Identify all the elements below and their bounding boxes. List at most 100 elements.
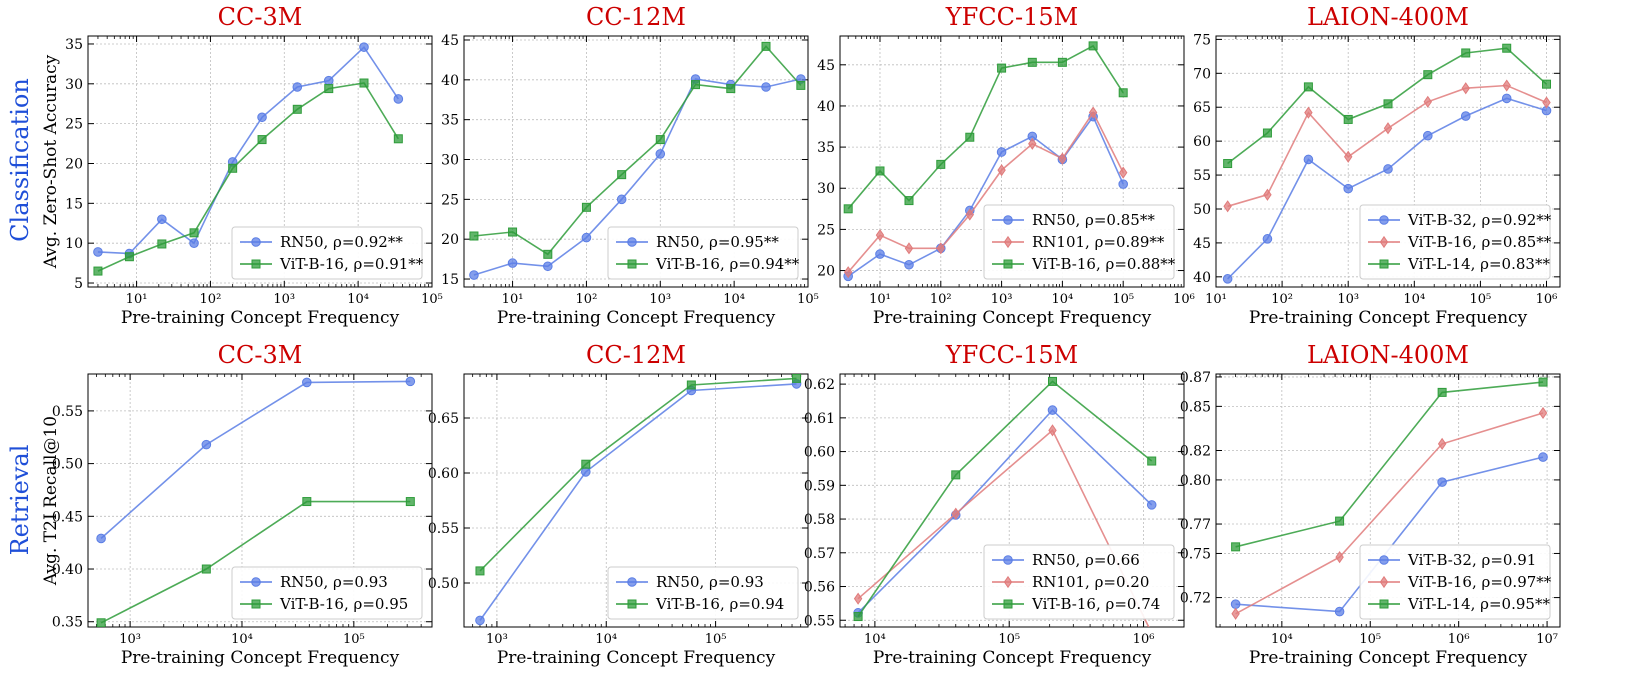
x-tick-label: 10¹ (1205, 292, 1227, 307)
legend: RN50, ρ=0.85** RN101, ρ=0.89** ViT-B-16, ρ… (983, 204, 1176, 280)
legend-label: ViT-B-32, ρ=0.92** (1407, 211, 1552, 229)
y-tick-label: 55 (1193, 168, 1211, 184)
chart-title: CC-12M (586, 341, 686, 369)
data-point (1501, 93, 1512, 104)
x-tick-label: 10⁴ (1403, 292, 1425, 307)
data-point (655, 135, 665, 145)
series-line (857, 429, 1150, 627)
data-point (323, 75, 334, 86)
y-tick-label: 30 (817, 181, 835, 197)
chart-panels: CC-3M 10¹ 10² 10³ 10⁴ 10⁵ 5 10 15 20 25 30 35 Pre-tra… (41, 3, 1561, 668)
data-point (792, 374, 802, 383)
data-point (1437, 437, 1447, 450)
ticks (464, 36, 809, 287)
plot-frame (839, 373, 1185, 628)
legend-box (983, 544, 1175, 620)
y-tick-label: 15 (65, 196, 83, 212)
legend: RN50, ρ=0.92** ViT-B-16, ρ=0.91** (231, 226, 424, 280)
data-point (726, 84, 736, 94)
chart-title: YFCC-15M (945, 3, 1078, 31)
data-point (157, 214, 167, 225)
data-point (1502, 43, 1512, 53)
data-point (1304, 106, 1313, 119)
data-point (1118, 179, 1128, 189)
data-point (936, 159, 946, 169)
legend-box (231, 226, 423, 280)
data-point (1057, 57, 1067, 67)
legend: RN50, ρ=0.66 RN101, ρ=0.20 ViT-B-16, ρ=0.7… (983, 544, 1175, 620)
data-point (686, 380, 696, 390)
legend-label: ViT-B-16, ρ=0.97** (1407, 573, 1552, 591)
y-tick-label: 0.40 (52, 562, 83, 578)
chart-title: CC-3M (218, 341, 303, 369)
chart-panel-cls-laion400m: LAION-400M 10¹ 10² 10³ 10⁴ 10⁵ 10⁶ 40 45 50 55 60 65… (1193, 3, 1561, 328)
ticks (464, 374, 808, 627)
x-tick-label: 10⁴ (1271, 632, 1293, 647)
data-point (201, 564, 211, 574)
plot-frame (87, 35, 433, 288)
data-point (965, 132, 975, 142)
data-point (475, 615, 485, 626)
legend-marker (251, 237, 261, 247)
y-tick-label: 70 (1193, 66, 1211, 82)
y-tick-label: 35 (65, 37, 83, 53)
x-tick-label: 10⁵ (1359, 632, 1381, 647)
chart-panel-ret-yfcc15m: YFCC-15M 10⁴ 10⁵ 10⁶ 0.55 0.56 0.57 0.58 0.59 0.6… (804, 341, 1185, 668)
legend-box (607, 566, 799, 620)
data-point (469, 270, 479, 280)
y-tick-label: 30 (441, 153, 459, 169)
x-tick-label: 10² (576, 292, 598, 307)
x-tick-label: 10⁵ (998, 632, 1020, 647)
data-point (96, 618, 106, 627)
y-tick-label: 60 (1193, 134, 1211, 150)
data-point (543, 261, 553, 272)
y-tick-label: 0.85 (1180, 399, 1211, 415)
y-tick-label: 40 (441, 73, 459, 89)
data-point (1088, 106, 1098, 119)
data-point (359, 78, 369, 88)
legend: RN50, ρ=0.93 ViT-B-16, ρ=0.94 (607, 566, 799, 620)
x-tick-label: 10⁶ (1448, 632, 1470, 647)
y-tick-label: 0.72 (1180, 591, 1211, 607)
chart-panel-ret-cc12m: CC-12M 10³ 10⁴ 10⁵ 0.50 0.55 0.60 0.65 Pre-train… (428, 341, 809, 668)
ticks (1215, 36, 1560, 287)
y-tick-label: 0.55 (428, 521, 459, 537)
y-tick-label: 0.87 (1180, 370, 1211, 386)
data-point (853, 592, 863, 605)
legend-marker (1003, 235, 1013, 249)
x-tick-label: 10¹ (126, 292, 148, 307)
data-point (201, 439, 212, 450)
legend-label: ViT-B-16, ρ=0.94** (655, 255, 800, 273)
series-line (100, 500, 411, 624)
series-line (97, 45, 399, 255)
legend-label: ViT-B-16, ρ=0.85** (1407, 233, 1552, 251)
legend-label: RN101, ρ=0.20 (1032, 573, 1149, 591)
data-point (1230, 599, 1241, 610)
data-point (1437, 387, 1447, 397)
x-tick-label: 10³ (273, 292, 295, 307)
x-tick-label: 10⁵ (705, 632, 727, 647)
x-tick-label: 10⁷ (1536, 632, 1558, 647)
data-point (1028, 137, 1037, 150)
legend-label: ViT-B-32, ρ=0.91 (1407, 551, 1536, 569)
data-point (405, 497, 415, 507)
data-point (580, 467, 591, 477)
legend-marker (1379, 259, 1389, 269)
data-point (1262, 234, 1273, 244)
data-point (951, 470, 961, 480)
series-group (843, 41, 1128, 282)
legend-label: RN50, ρ=0.85** (1032, 211, 1155, 229)
chart-panel-ret-cc3m: CC-3M 10³ 10⁴ 10⁵ 0.35 0.40 0.45 0.50 0.55 Pre-tr… (41, 341, 433, 668)
data-point (1542, 79, 1552, 89)
data-point (1542, 96, 1551, 109)
data-point (1383, 99, 1393, 109)
series-line (473, 45, 802, 256)
chart-title: CC-12M (586, 3, 686, 31)
legend-marker (251, 599, 261, 609)
data-point (405, 376, 416, 387)
data-point (302, 377, 312, 388)
data-point (1538, 406, 1548, 420)
legend-marker (627, 259, 637, 269)
y-tick-label: 5 (74, 276, 83, 292)
data-point (1334, 606, 1345, 617)
